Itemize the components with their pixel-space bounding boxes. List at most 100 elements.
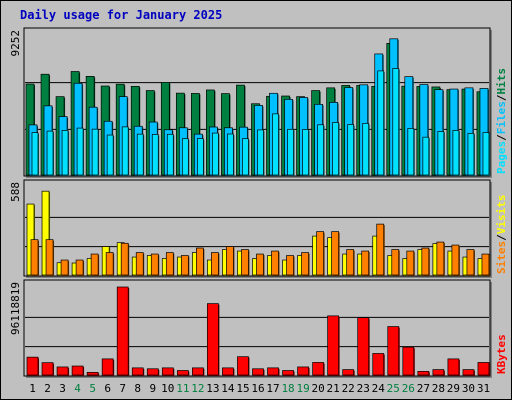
bar-pages-day-14 [227, 133, 234, 176]
bar-kbytes-day-25 [387, 326, 400, 376]
bar-kbytes-day-31 [477, 362, 490, 376]
x-tick-day-31: 31 [477, 382, 490, 395]
x-tick-day-13: 13 [206, 382, 219, 395]
x-tick-day-4: 4 [74, 382, 81, 395]
legend-item: Sites [495, 241, 508, 274]
panel-hits-files-pages-max-label: 9252 [9, 30, 22, 57]
legend-item: KBytes [495, 334, 508, 374]
panel-hits-files-pages-legend: Pages/Files/Hits [495, 68, 508, 174]
series-kbytes [26, 286, 490, 376]
bar-pages-day-31 [482, 132, 490, 176]
bar-kbytes-day-9 [146, 368, 159, 376]
x-tick-day-21: 21 [327, 382, 340, 395]
x-tick-day-30: 30 [462, 382, 475, 395]
x-tick-day-10: 10 [161, 382, 174, 395]
bar-pages-day-12 [197, 138, 204, 176]
bar-kbytes-day-1 [26, 356, 39, 376]
bar-sites-day-29 [451, 244, 460, 276]
bar-sites-day-24 [376, 223, 385, 276]
bar-kbytes-day-4 [71, 365, 84, 376]
bar-pages-day-18 [287, 128, 294, 176]
series-sites [30, 223, 490, 276]
bar-pages-day-16 [257, 129, 264, 176]
bar-sites-day-16 [256, 253, 264, 276]
bar-pages-day-1 [31, 132, 39, 176]
panel-kbytes: 96118819 KBytes [9, 279, 508, 378]
bar-pages-day-3 [61, 130, 69, 176]
bar-sites-day-9 [150, 253, 159, 276]
x-tick-day-26: 26 [402, 382, 415, 395]
bar-kbytes-day-10 [161, 367, 174, 376]
bar-sites-day-17 [271, 250, 279, 276]
bar-kbytes-day-8 [131, 367, 144, 376]
x-tick-day-7: 7 [119, 382, 126, 395]
bar-kbytes-day-30 [462, 369, 475, 376]
x-tick-day-29: 29 [447, 382, 460, 395]
bar-kbytes-day-20 [312, 362, 324, 376]
bar-kbytes-day-12 [192, 367, 204, 376]
bar-sites-day-27 [421, 247, 430, 276]
bar-pages-day-29 [452, 130, 460, 176]
x-tick-day-27: 27 [417, 382, 430, 395]
bar-pages-day-15 [242, 138, 249, 176]
bar-kbytes-day-17 [267, 367, 279, 376]
legend-item: / [495, 134, 508, 141]
chart-title: Daily usage for January 2025 [20, 8, 222, 22]
bar-sites-day-25 [391, 249, 400, 276]
bar-kbytes-day-6 [101, 358, 114, 376]
bar-kbytes-day-5 [86, 371, 99, 376]
bar-sites-day-10 [165, 252, 174, 276]
panel-kbytes-max-label: 96118819 [9, 282, 22, 335]
bar-sites-day-2 [45, 239, 54, 276]
bar-kbytes-day-23 [357, 317, 370, 376]
bar-pages-day-6 [106, 134, 114, 176]
x-tick-day-14: 14 [221, 382, 235, 395]
bar-sites-day-14 [226, 246, 234, 276]
x-tick-day-19: 19 [296, 382, 309, 395]
bar-pages-day-24 [377, 70, 385, 176]
bar-sites-day-13 [211, 252, 219, 276]
x-tick-day-11: 11 [176, 382, 189, 395]
bar-sites-day-3 [60, 259, 69, 276]
bar-kbytes-day-16 [252, 368, 264, 376]
bar-pages-day-8 [136, 133, 144, 176]
bar-kbytes-day-18 [282, 370, 294, 376]
x-tick-day-24: 24 [372, 382, 386, 395]
bar-sites-day-19 [301, 252, 309, 276]
x-tick-day-2: 2 [44, 382, 51, 395]
x-tick-day-3: 3 [59, 382, 66, 395]
bar-kbytes-day-15 [237, 356, 249, 376]
legend-item: Files [495, 101, 508, 134]
bar-sites-day-15 [241, 249, 249, 276]
bar-sites-day-26 [406, 250, 415, 276]
bar-pages-day-11 [181, 138, 189, 176]
bar-kbytes-day-2 [41, 362, 54, 376]
bar-sites-day-7 [120, 242, 129, 276]
x-tick-day-9: 9 [149, 382, 156, 395]
x-tick-day-17: 17 [266, 382, 279, 395]
bar-sites-day-20 [316, 231, 324, 276]
bar-kbytes-day-26 [402, 346, 415, 376]
legend-item: / [495, 234, 508, 241]
bar-kbytes-day-11 [176, 370, 189, 376]
legend-item: Hits [495, 68, 508, 95]
panel-kbytes-legend: KBytes [495, 334, 508, 374]
panel-visits-sites: 588 Sites/Visits [9, 179, 508, 278]
bar-pages-day-23 [362, 123, 370, 176]
bar-pages-day-20 [317, 124, 324, 176]
bar-pages-day-5 [91, 128, 99, 176]
series-pages [31, 68, 490, 176]
bar-sites-day-6 [105, 252, 114, 276]
x-tick-day-6: 6 [104, 382, 111, 395]
bar-kbytes-day-21 [327, 315, 339, 376]
bar-kbytes-day-22 [342, 369, 355, 376]
x-tick-day-18: 18 [281, 382, 294, 395]
x-tick-day-1: 1 [29, 382, 36, 395]
bar-pages-day-10 [166, 133, 174, 176]
x-tick-day-8: 8 [134, 382, 141, 395]
bar-sites-day-31 [481, 253, 490, 276]
bar-sites-day-28 [436, 241, 445, 276]
bar-pages-day-22 [347, 124, 355, 176]
bar-sites-day-30 [466, 249, 475, 276]
